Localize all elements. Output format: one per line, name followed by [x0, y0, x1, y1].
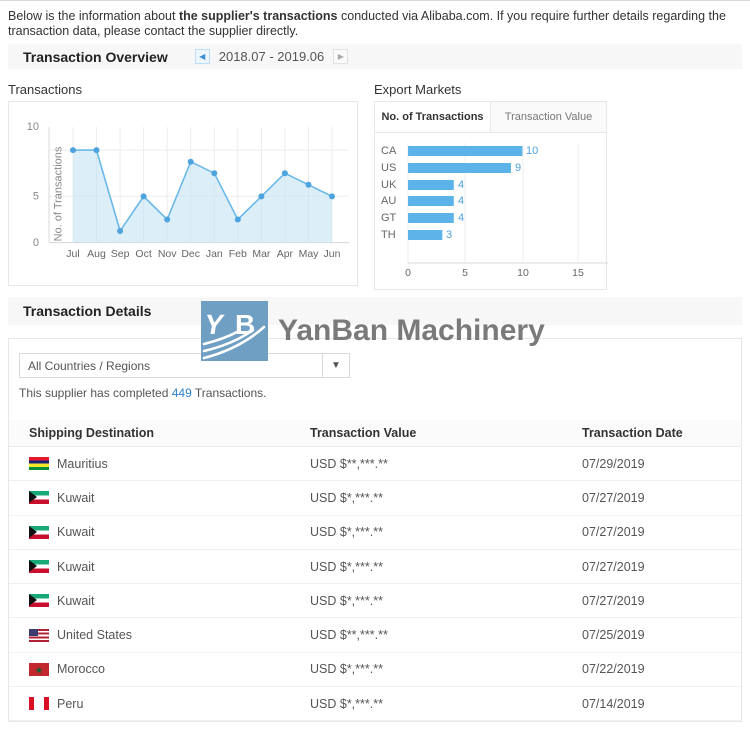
svg-text:Nov: Nov — [158, 248, 177, 260]
svg-text:Jan: Jan — [206, 248, 223, 260]
svg-text:10: 10 — [27, 121, 39, 133]
svg-text:Mar: Mar — [252, 248, 271, 260]
svg-text:4: 4 — [458, 195, 464, 207]
svg-text:Jul: Jul — [66, 248, 79, 260]
svg-text:Feb: Feb — [229, 248, 247, 260]
svg-text:10: 10 — [517, 267, 529, 279]
svg-text:4: 4 — [458, 179, 464, 191]
svg-text:0: 0 — [405, 267, 411, 279]
svg-text:15: 15 — [572, 267, 584, 279]
svg-text:Oct: Oct — [135, 248, 151, 260]
svg-text:GT: GT — [381, 212, 397, 224]
svg-text:Apr: Apr — [277, 248, 294, 260]
svg-text:Dec: Dec — [181, 248, 200, 260]
svg-text:TH: TH — [381, 229, 396, 241]
svg-text:10: 10 — [526, 145, 538, 157]
svg-text:UK: UK — [381, 179, 397, 191]
svg-text:Sep: Sep — [111, 248, 130, 260]
svg-text:AU: AU — [381, 195, 396, 207]
svg-text:Jun: Jun — [324, 248, 341, 260]
svg-text:4: 4 — [458, 212, 464, 224]
svg-text:US: US — [381, 162, 396, 174]
svg-text:May: May — [299, 248, 320, 260]
svg-text:B: B — [235, 309, 255, 340]
svg-text:CA: CA — [381, 145, 397, 157]
svg-text:3: 3 — [446, 229, 452, 241]
svg-text:9: 9 — [515, 162, 521, 174]
svg-text:5: 5 — [462, 267, 468, 279]
svg-text:0: 0 — [33, 237, 39, 249]
svg-text:Aug: Aug — [87, 248, 106, 260]
svg-text:Y: Y — [202, 308, 226, 340]
svg-text:5: 5 — [33, 191, 39, 203]
